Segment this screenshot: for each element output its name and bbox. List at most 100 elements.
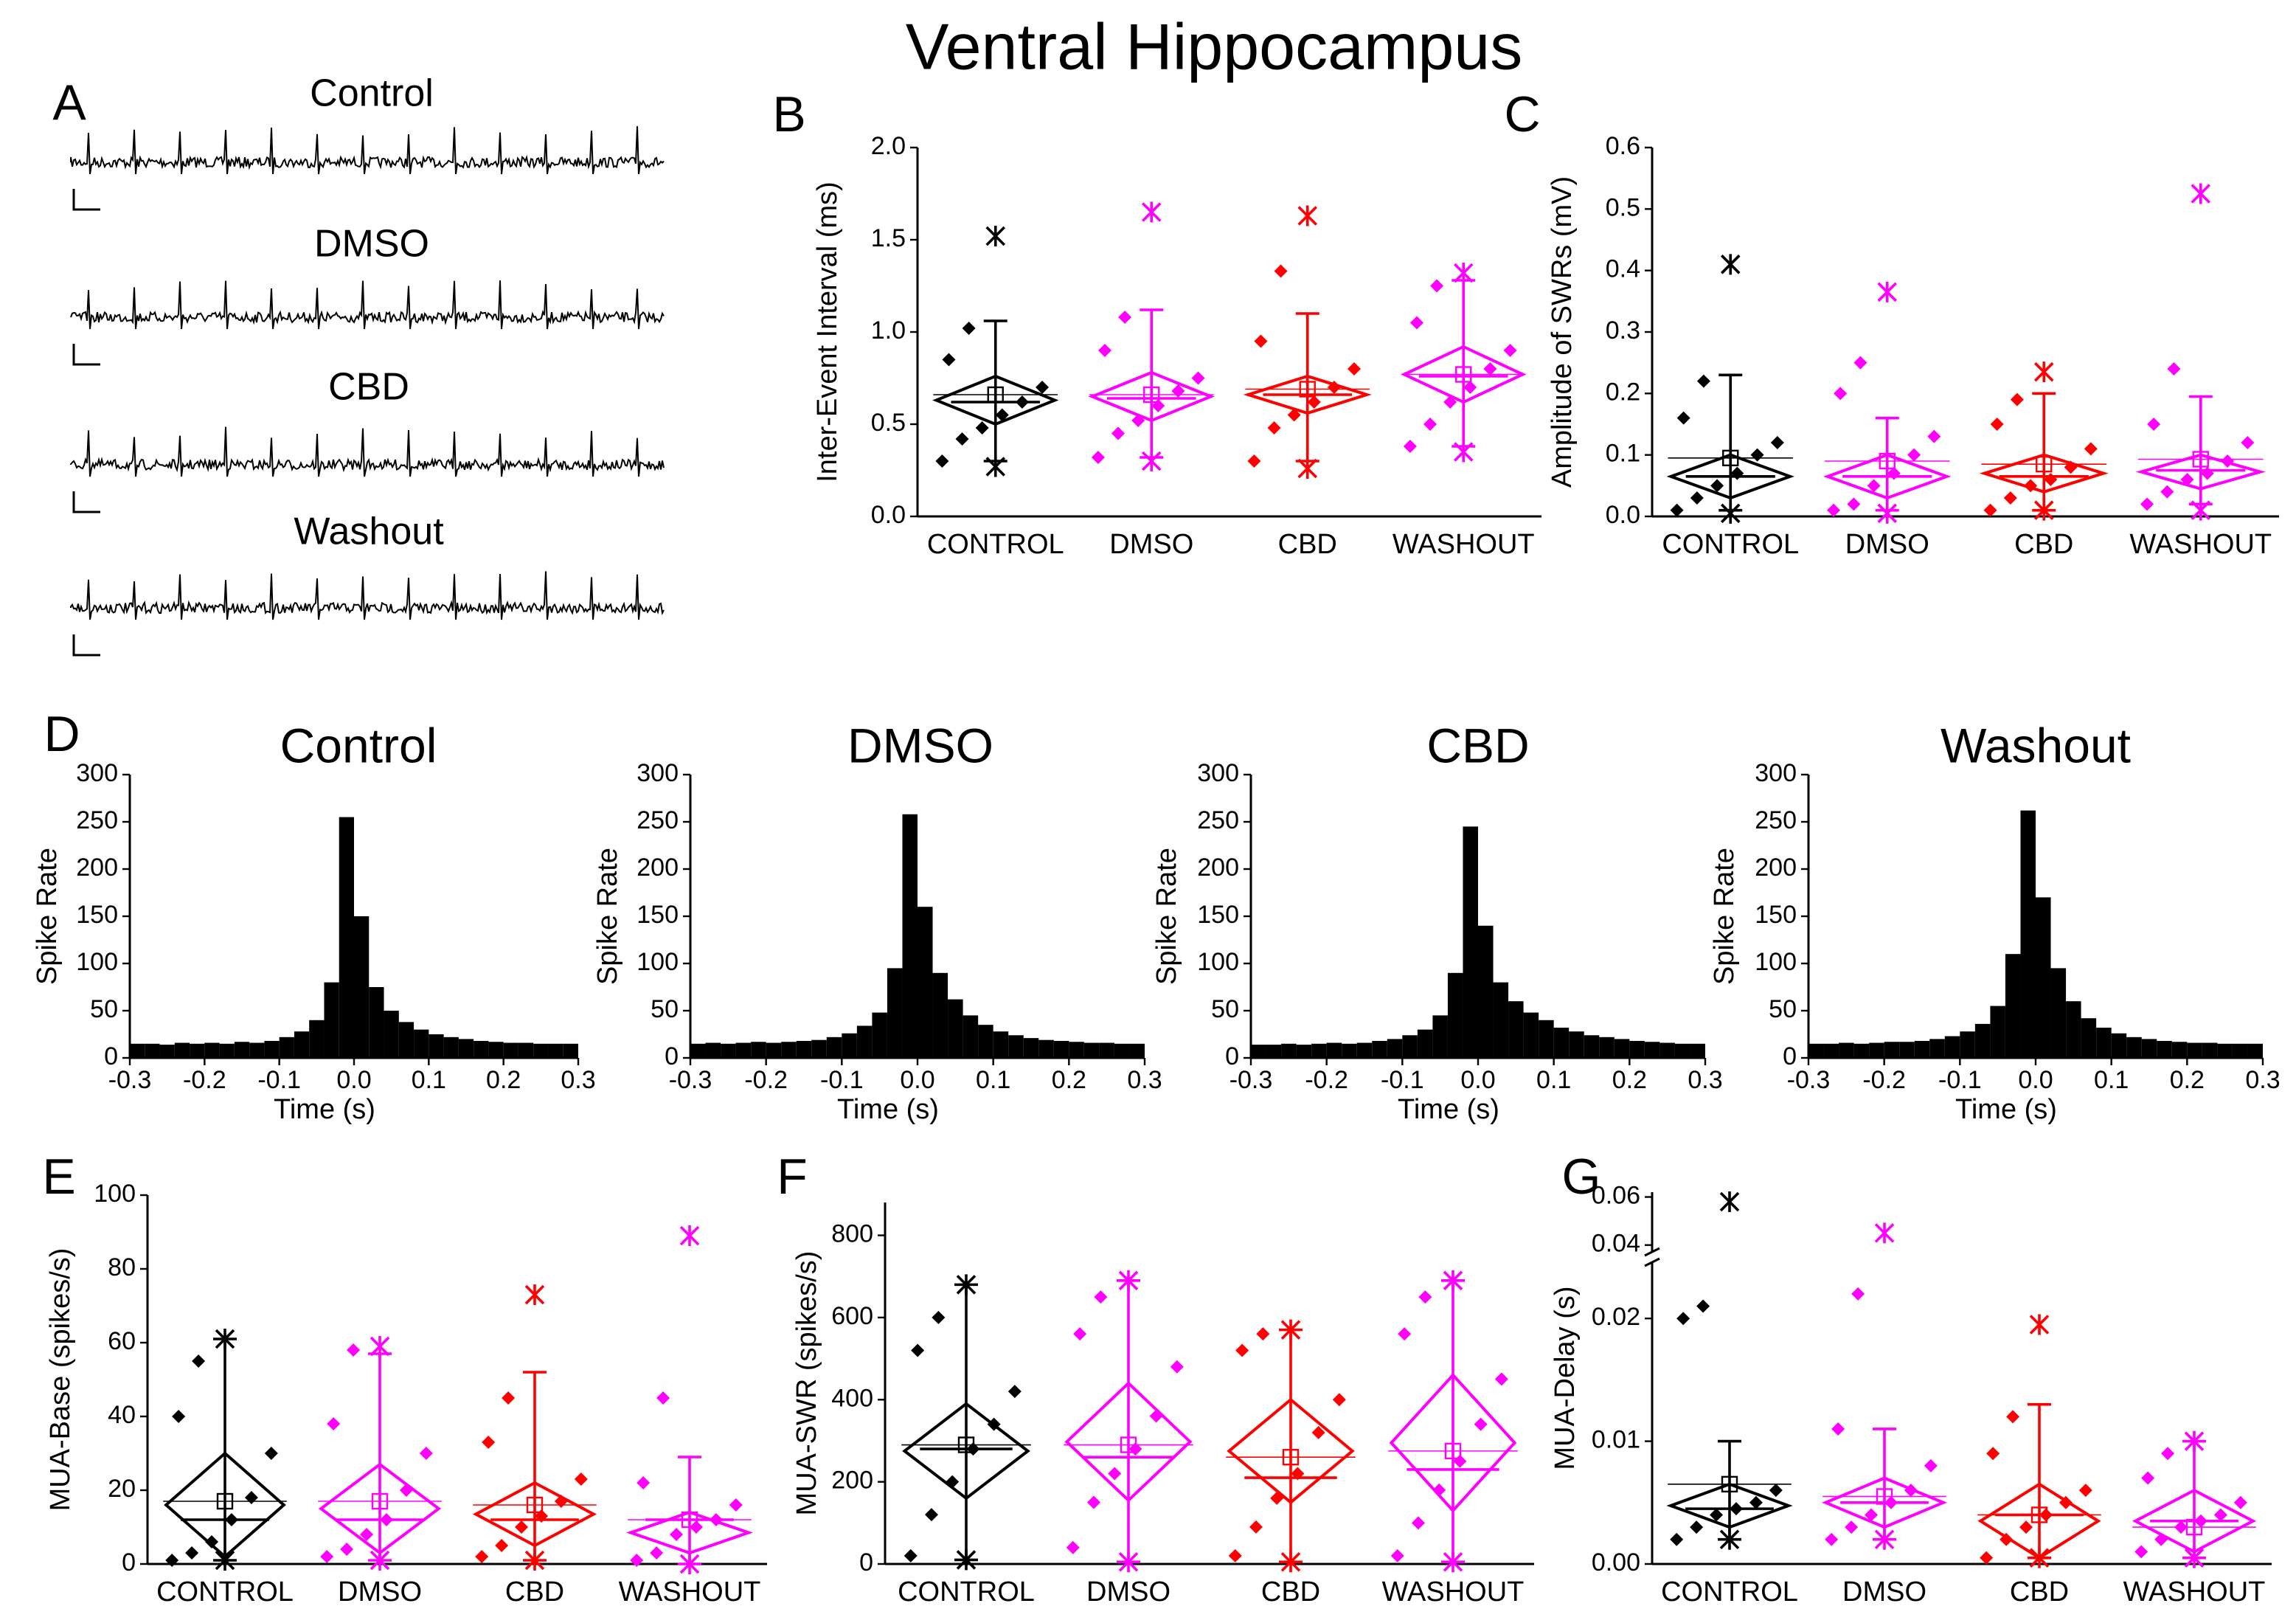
x-tick-label: DMSO: [1845, 529, 1929, 560]
data-point: [650, 1546, 664, 1560]
histogram-bar: [993, 1031, 1009, 1058]
data-point: [1274, 264, 1288, 278]
data-point: [2193, 1514, 2207, 1528]
data-point: [670, 1528, 684, 1541]
histogram-bar: [2005, 954, 2021, 1058]
x-tick-label: 0.0: [336, 1066, 371, 1094]
mean-marker: [216, 1492, 234, 1510]
data-point: [946, 1475, 960, 1489]
data-point: [904, 1548, 918, 1563]
data-point: [995, 408, 1009, 422]
data-point: [1403, 440, 1417, 453]
diamond-box: [1064, 1381, 1193, 1503]
histogram-bar: [1251, 1045, 1266, 1058]
lfp-trace: [70, 125, 665, 175]
x-tick-label: -0.3: [1787, 1066, 1831, 1094]
data-point: [2059, 1495, 2073, 1509]
extreme-marker: [1877, 502, 1898, 524]
x-tick-label: CBD: [1261, 1577, 1320, 1608]
y-tick-label: 50: [1769, 995, 1797, 1023]
x-tick-label: 0.2: [1612, 1066, 1647, 1094]
data-point: [1483, 362, 1497, 376]
x-tick-label: CONTROL: [1661, 1577, 1798, 1608]
histogram-bar: [690, 1043, 706, 1058]
extreme-marker: [985, 456, 1006, 477]
y-tick-label: 50: [651, 995, 679, 1023]
data-point: [924, 1508, 938, 1522]
histogram-bar: [1356, 1042, 1373, 1058]
data-point: [1015, 395, 1029, 409]
data-point: [360, 1528, 374, 1541]
y-tick-label: 1.5: [871, 224, 906, 252]
data-point: [1887, 466, 1901, 480]
histogram-bar: [174, 1042, 190, 1058]
histogram-bar: [130, 1043, 145, 1058]
histogram-bar: [1823, 1043, 1839, 1058]
x-tick-label: WASHOUT: [1382, 1577, 1525, 1608]
chart-title: Washout: [1940, 718, 2131, 772]
histogram-bar: [1884, 1042, 1900, 1058]
histogram-bar: [384, 1011, 399, 1058]
trace-label: Control: [310, 72, 434, 115]
data-point: [264, 1447, 278, 1460]
histogram-bar: [2141, 1039, 2157, 1058]
extreme-marker: [1141, 201, 1162, 223]
histogram-bar: [705, 1042, 721, 1058]
data-point: [2154, 1532, 2168, 1546]
histogram-bar: [1053, 1040, 1069, 1058]
data-point: [1235, 1343, 1249, 1357]
data-point: [637, 1476, 651, 1489]
data-point: [656, 1391, 670, 1405]
histogram-bar: [902, 814, 918, 1058]
y-tick-label: 800: [831, 1220, 873, 1248]
mean-marker: [1879, 452, 1896, 470]
x-tick-label: 0.3: [561, 1066, 595, 1094]
histogram-bar: [751, 1042, 766, 1058]
data-point: [1409, 316, 1423, 330]
histogram-bar: [1690, 1043, 1705, 1058]
data-point: [2019, 1520, 2033, 1534]
data-point: [1287, 408, 1301, 422]
axis-break: [1644, 1247, 1660, 1267]
data-point: [1710, 1508, 1724, 1522]
diamond-box: [902, 1402, 1030, 1501]
histogram-bar: [856, 1025, 873, 1058]
x-tick-label: 0.2: [486, 1066, 521, 1094]
extreme-marker: [2184, 1547, 2205, 1568]
y-tick-label: 0: [859, 1548, 873, 1577]
x-tick-label: WASHOUT: [2129, 529, 2272, 560]
extreme-marker: [215, 1329, 235, 1349]
data-point: [1904, 1484, 1918, 1498]
histogram-bar: [1929, 1039, 1945, 1058]
mean-marker: [526, 1496, 544, 1514]
extreme-marker: [1443, 1551, 1463, 1573]
mean-marker: [371, 1492, 389, 1510]
data-point: [1865, 1508, 1879, 1522]
panel-label: D: [44, 706, 80, 762]
data-point: [1432, 1483, 1446, 1497]
y-tick-label: 0: [1783, 1042, 1797, 1070]
y-tick-label: 0.01: [1592, 1426, 1640, 1454]
x-tick-label: -0.2: [183, 1066, 226, 1094]
data-point: [1118, 311, 1132, 324]
data-point: [244, 1491, 258, 1504]
histogram-bar: [887, 968, 903, 1058]
y-tick-label: 0.3: [1606, 316, 1640, 345]
extreme-marker: [2191, 499, 2211, 521]
y-tick-label: 0.0: [871, 501, 906, 529]
histogram-bar: [2202, 1042, 2218, 1058]
data-point: [2044, 473, 2058, 486]
data-point: [2141, 1471, 2155, 1485]
data-point: [709, 1513, 723, 1526]
data-point: [1845, 1520, 1859, 1534]
y-tick-label: 150: [1755, 901, 1797, 929]
extreme-marker: [985, 226, 1006, 246]
y-axis-label: MUA-SWR (spikes/s): [791, 1251, 822, 1516]
data-point: [1171, 384, 1185, 398]
diamond-box: [1822, 1476, 1947, 1529]
data-point: [2161, 1447, 2175, 1461]
y-tick-label: 400: [831, 1384, 873, 1412]
data-point: [1149, 1409, 1163, 1423]
data-point: [1834, 387, 1848, 401]
chart-title: DMSO: [847, 718, 993, 772]
